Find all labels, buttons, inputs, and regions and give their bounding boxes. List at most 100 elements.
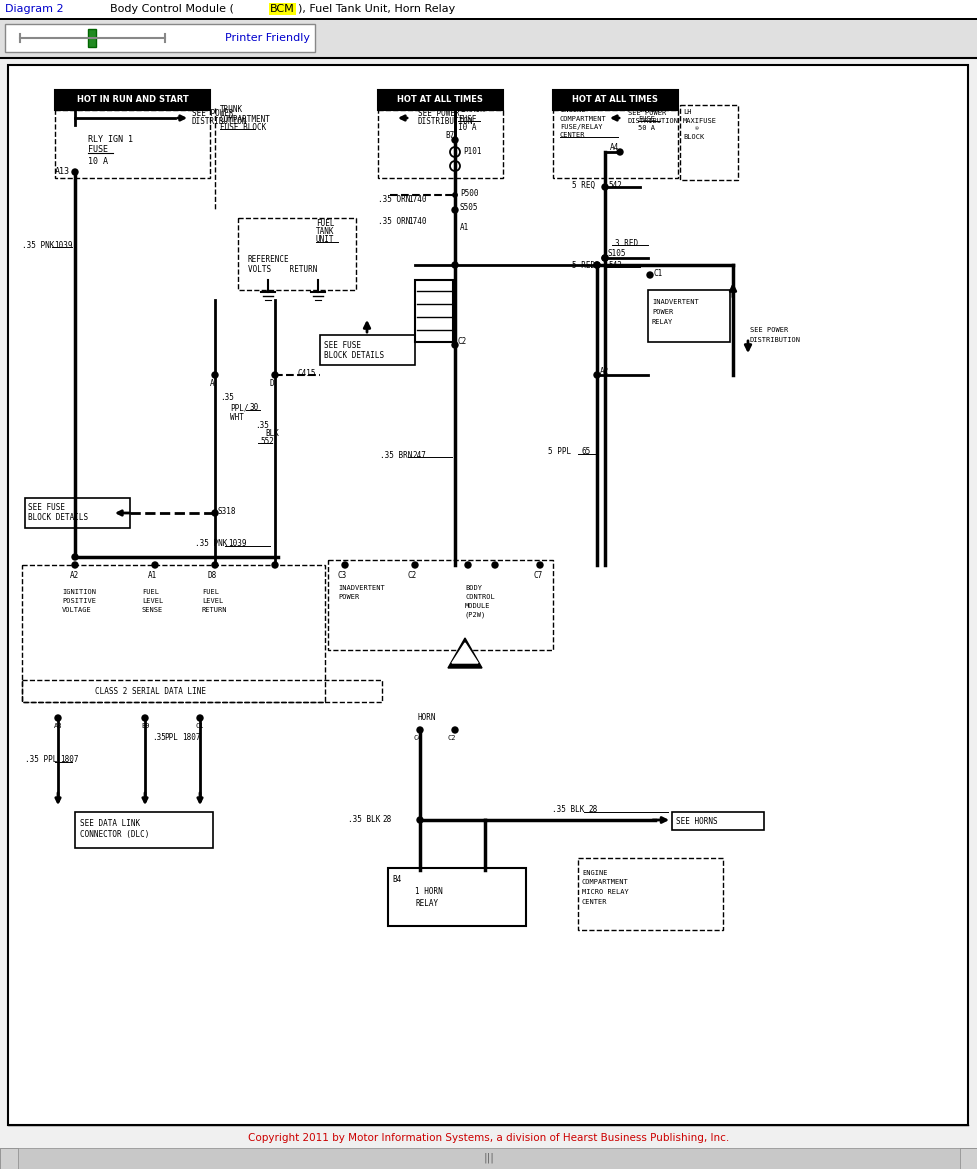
Text: COMPARTMENT: COMPARTMENT <box>581 879 628 885</box>
Text: C7: C7 <box>533 570 542 580</box>
Bar <box>5 25 315 51</box>
Circle shape <box>342 562 348 568</box>
Text: ENGINE: ENGINE <box>560 108 585 113</box>
Text: MICRO RELAY: MICRO RELAY <box>581 888 628 895</box>
Polygon shape <box>451 643 478 663</box>
Bar <box>959 1148 977 1169</box>
Text: ®: ® <box>695 126 698 131</box>
Text: .35 BLK: .35 BLK <box>348 816 380 824</box>
Circle shape <box>72 554 78 560</box>
Text: A4: A4 <box>610 143 618 152</box>
Text: WHT: WHT <box>230 413 243 422</box>
Text: PPL: PPL <box>164 733 178 742</box>
Text: C415: C415 <box>298 368 317 378</box>
Text: FUSE BLOCK: FUSE BLOCK <box>220 123 266 131</box>
Text: SEE DATA LINK: SEE DATA LINK <box>80 818 140 828</box>
Text: SEE POWER: SEE POWER <box>417 109 459 118</box>
Circle shape <box>72 562 78 568</box>
Text: S505: S505 <box>459 203 478 213</box>
Circle shape <box>416 817 423 823</box>
Text: D: D <box>270 379 275 387</box>
Text: A1: A1 <box>459 223 469 233</box>
Circle shape <box>212 562 218 568</box>
Text: BODY: BODY <box>464 584 482 592</box>
Text: 1 HORN: 1 HORN <box>414 887 443 897</box>
Circle shape <box>451 262 457 268</box>
Text: LEVEL: LEVEL <box>202 599 223 604</box>
Bar <box>21 565 324 703</box>
Text: C1: C1 <box>653 269 661 277</box>
Text: UNIT: UNIT <box>316 235 334 244</box>
Text: 542: 542 <box>608 261 621 270</box>
Bar <box>552 90 677 110</box>
Bar <box>237 217 356 290</box>
Text: .35: .35 <box>220 394 234 402</box>
Text: SEE HORNS: SEE HORNS <box>675 816 717 825</box>
Circle shape <box>536 562 542 568</box>
Text: LH: LH <box>682 109 691 115</box>
Text: BLK: BLK <box>265 429 278 437</box>
Circle shape <box>196 715 203 721</box>
Text: HOT AT ALL TIMES: HOT AT ALL TIMES <box>397 96 483 104</box>
Bar <box>577 858 722 931</box>
Text: 552: 552 <box>260 436 274 445</box>
Text: 5 REQ: 5 REQ <box>572 180 595 189</box>
Text: COMPARTMENT: COMPARTMENT <box>220 115 271 124</box>
Bar <box>671 812 763 830</box>
Text: C1: C1 <box>195 722 204 729</box>
Text: BCM: BCM <box>270 4 294 14</box>
Text: SENSE: SENSE <box>142 607 163 613</box>
Text: C2: C2 <box>457 337 467 346</box>
Text: PPL/: PPL/ <box>230 403 248 413</box>
Text: FUSE: FUSE <box>637 116 655 122</box>
Text: SEE POWER: SEE POWER <box>627 110 665 116</box>
Bar <box>327 560 552 650</box>
Text: TANK: TANK <box>316 228 334 236</box>
Circle shape <box>647 272 653 278</box>
Circle shape <box>593 262 599 268</box>
Circle shape <box>616 148 622 155</box>
Text: DISTRIBUTION: DISTRIBUTION <box>627 118 678 124</box>
Text: .35: .35 <box>151 733 166 742</box>
Text: .35 PNK: .35 PNK <box>194 540 227 548</box>
Text: A2: A2 <box>599 367 609 375</box>
Text: A2: A2 <box>70 570 79 580</box>
Text: POSITIVE: POSITIVE <box>62 599 96 604</box>
Text: (P2W): (P2W) <box>464 611 486 618</box>
Circle shape <box>593 372 599 378</box>
Circle shape <box>491 562 497 568</box>
Text: CENTER: CENTER <box>581 899 607 905</box>
Bar <box>55 90 210 110</box>
Text: MIRROR: MIRROR <box>457 105 486 115</box>
Bar <box>378 90 502 110</box>
Text: .35 PNK: .35 PNK <box>21 241 55 249</box>
Text: S318: S318 <box>218 506 236 516</box>
Text: BLOCK DETAILS: BLOCK DETAILS <box>323 351 384 360</box>
Text: D8: D8 <box>208 570 217 580</box>
Circle shape <box>602 255 608 261</box>
Text: A1: A1 <box>148 570 157 580</box>
Text: SEE FUSE: SEE FUSE <box>28 504 64 512</box>
Circle shape <box>452 193 456 198</box>
Circle shape <box>451 207 457 213</box>
Text: ), Fuel Tank Unit, Horn Relay: ), Fuel Tank Unit, Horn Relay <box>298 4 454 14</box>
Bar <box>0 0 977 18</box>
Circle shape <box>451 727 457 733</box>
Text: C4: C4 <box>412 735 421 741</box>
Circle shape <box>55 715 61 721</box>
Circle shape <box>602 184 608 191</box>
Circle shape <box>451 343 457 348</box>
Bar <box>319 336 414 365</box>
Text: 542: 542 <box>608 180 621 189</box>
Text: 3 RED: 3 RED <box>615 238 637 248</box>
Text: CONTROL: CONTROL <box>464 594 494 600</box>
Text: C2: C2 <box>407 570 417 580</box>
Bar <box>75 812 213 848</box>
Text: RETURN: RETURN <box>202 607 228 613</box>
Text: C3: C3 <box>338 570 347 580</box>
Text: A8: A8 <box>54 722 63 729</box>
Bar <box>25 498 130 528</box>
Text: REFERENCE: REFERENCE <box>248 256 289 264</box>
Text: P101: P101 <box>462 147 481 157</box>
Bar <box>679 105 738 180</box>
